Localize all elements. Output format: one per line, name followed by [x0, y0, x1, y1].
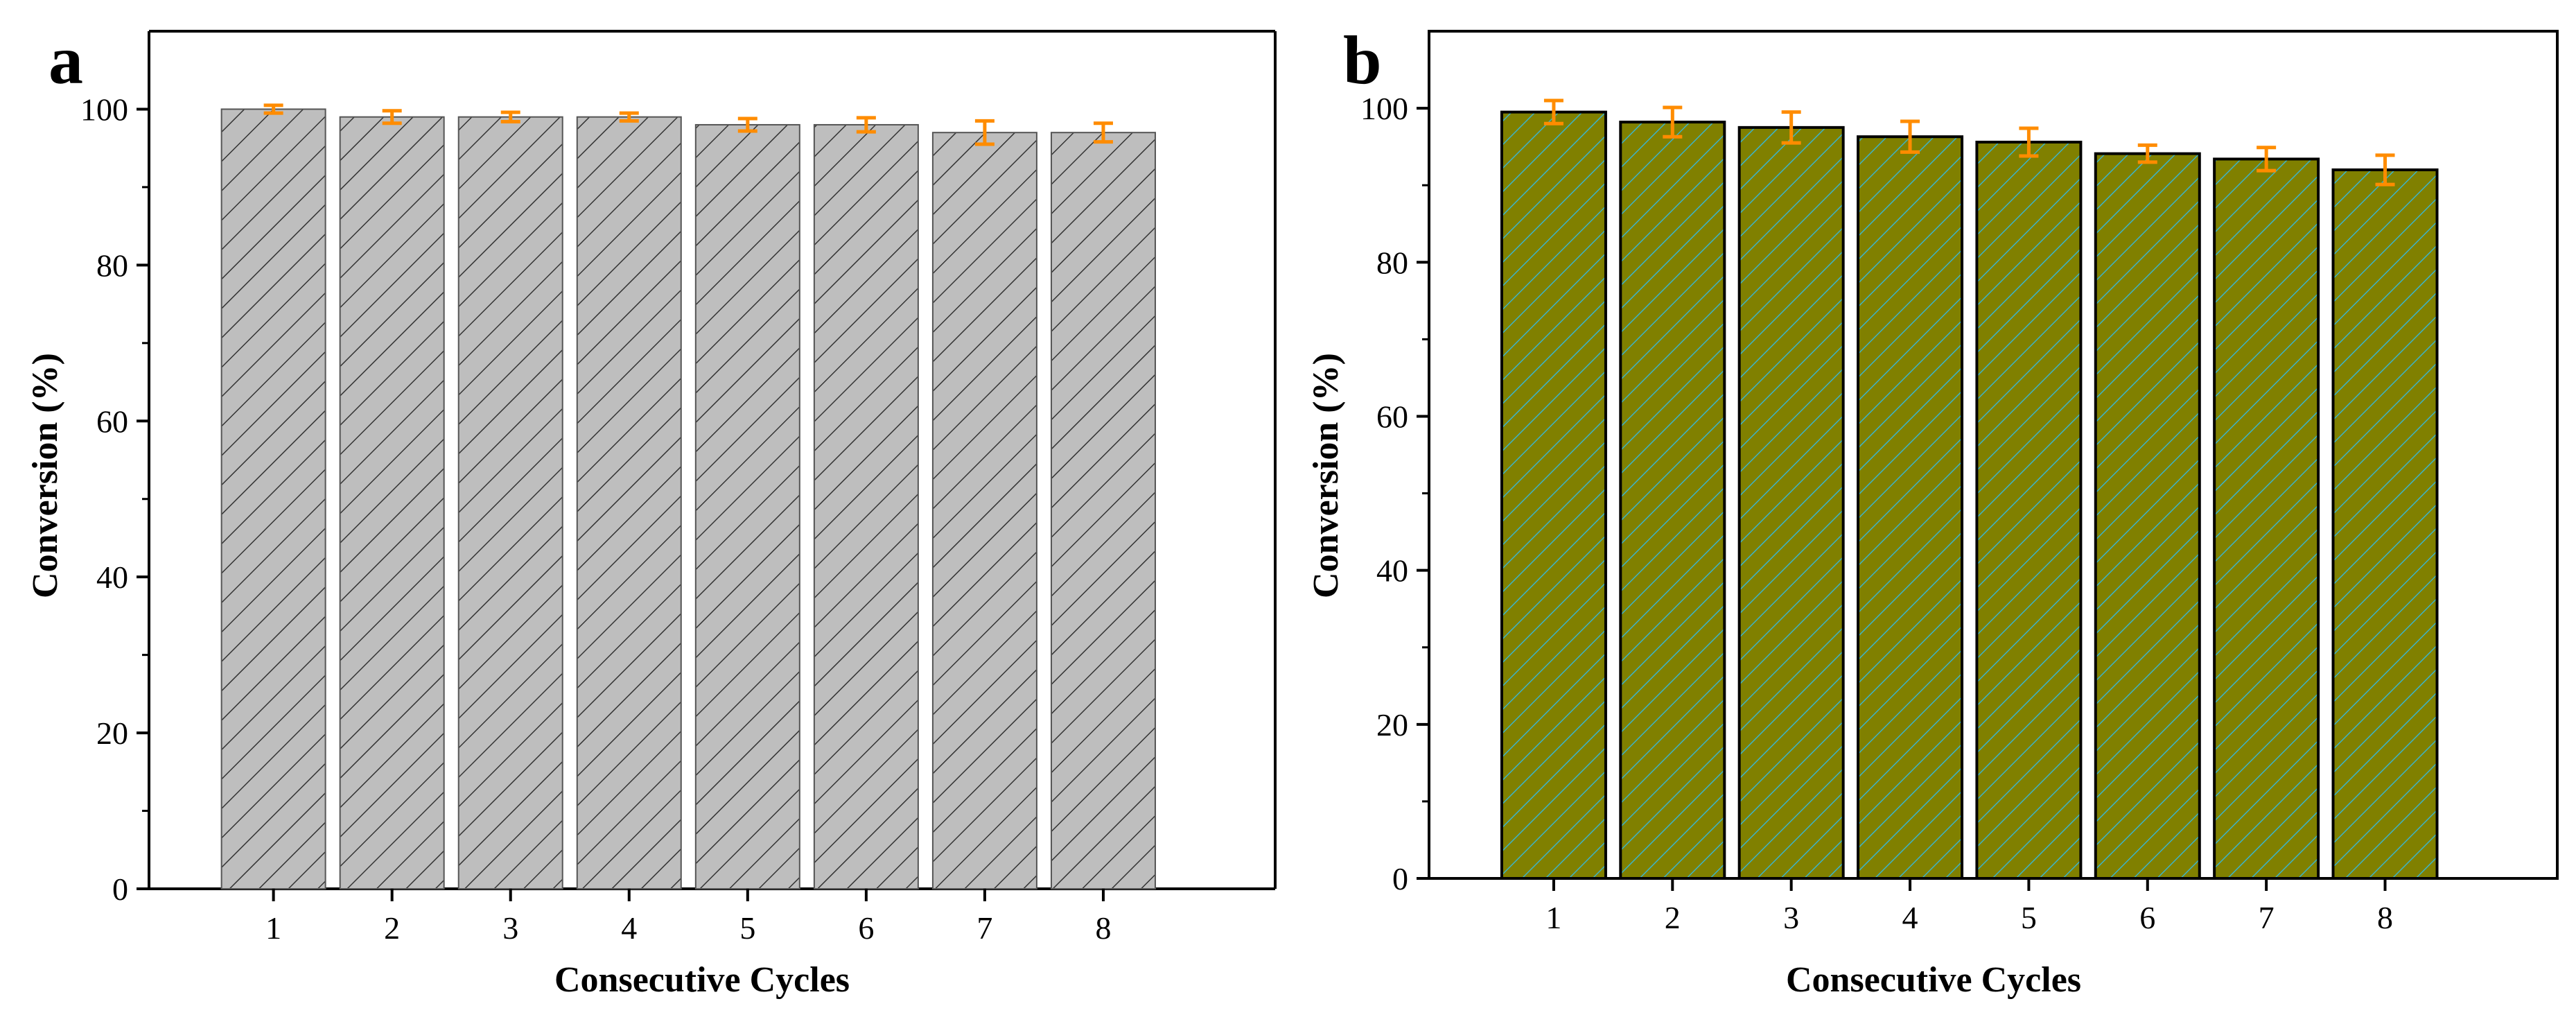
bar-a-5 [694, 123, 800, 890]
y-axis-title-a: Conversion (%) [26, 353, 65, 598]
bar-b-1 [1500, 110, 1607, 880]
x-tick-label-a: 8 [1095, 910, 1111, 946]
y-tick-label-a: 80 [96, 248, 128, 283]
x-tick-label-b: 6 [2139, 900, 2155, 935]
y-tick-label-b: 60 [1376, 399, 1408, 434]
bar-a-3 [457, 116, 563, 890]
y-tick-label-a: 0 [112, 871, 128, 907]
x-tick-label-b: 8 [2377, 900, 2393, 935]
x-tick-label-a: 1 [265, 910, 281, 946]
y-tick-label-b: 80 [1376, 245, 1408, 280]
x-tick-label-b: 5 [2021, 900, 2037, 935]
x-tick-label-b: 4 [1902, 900, 1918, 935]
plot-area-a: 0 20 40 60 80 100 1 2 3 4 5 6 7 8 [80, 30, 1277, 946]
y-tick-label-b: 20 [1376, 707, 1408, 743]
y-tick-label-a: 100 [80, 92, 128, 127]
bar-a-4 [576, 116, 682, 890]
bar-a-6 [813, 123, 919, 890]
panel-letter-b: b [1343, 21, 1382, 98]
bar-b-8 [2331, 168, 2439, 880]
y-tick-label-a: 60 [96, 403, 128, 439]
x-tick-label-a: 5 [739, 910, 755, 946]
bar-b-5 [1975, 140, 2083, 880]
x-tick-label-a: 2 [384, 910, 400, 946]
y-axis-title-b: Conversion (%) [1306, 353, 1346, 598]
bar-a-1 [220, 108, 326, 890]
x-tick-label-a: 4 [621, 910, 637, 946]
y-tick-label-b: 0 [1392, 861, 1408, 896]
plot-area-b: 0 20 40 60 80 100 1 2 3 4 5 6 7 8 [1360, 30, 2559, 935]
y-tick-label-a: 20 [96, 715, 128, 751]
y-tick-label-b: 100 [1360, 91, 1408, 126]
bar-a-8 [1050, 132, 1156, 890]
bar-a-7 [931, 132, 1037, 890]
x-tick-label-a: 7 [976, 910, 992, 946]
panel-letter-a: a [49, 21, 83, 98]
x-tick-label-b: 3 [1783, 900, 1799, 935]
x-tick-label-a: 6 [858, 910, 874, 946]
bar-b-6 [2094, 152, 2201, 880]
bar-a-2 [339, 116, 445, 890]
x-tick-label-b: 2 [1665, 900, 1681, 935]
chart-panel-b: b 0 20 40 60 80 100 1 2 3 4 5 6 7 8 Consecutive Cycle… [1306, 21, 2559, 1000]
y-tick-label-b: 40 [1376, 553, 1408, 589]
x-axis-title-b: Consecutive Cycles [1786, 960, 2081, 1000]
bar-b-2 [1619, 121, 1726, 880]
x-axis-title-a: Consecutive Cycles [554, 960, 850, 1000]
bar-b-4 [1857, 135, 1964, 880]
x-tick-label-b: 7 [2259, 900, 2275, 935]
chart-panel-a: a 0 20 40 60 80 100 1 2 3 4 5 6 7 8 Consecutive Cycle… [26, 21, 1277, 1000]
bar-b-3 [1737, 125, 1845, 880]
x-tick-label-a: 3 [502, 910, 518, 946]
x-tick-label-b: 1 [1545, 900, 1561, 935]
bar-b-7 [2213, 157, 2320, 880]
y-tick-label-a: 40 [96, 559, 128, 595]
